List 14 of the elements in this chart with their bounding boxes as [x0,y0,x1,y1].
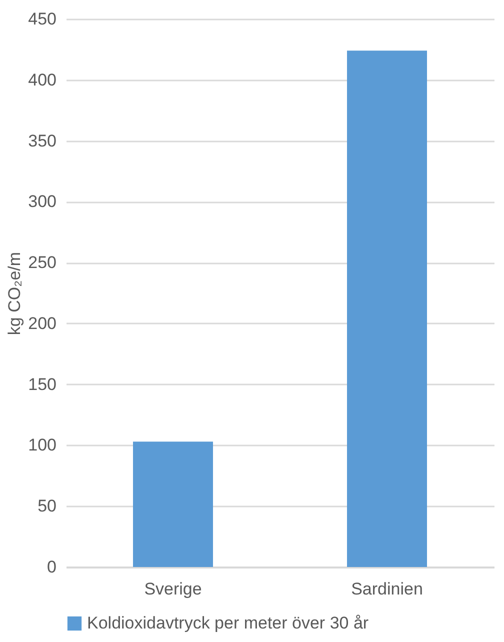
y-tick-label: 450 [28,10,56,28]
y-tick-label: 250 [28,253,56,272]
y-tick-label: 100 [28,436,56,455]
y-tick-label: 0 [47,558,56,576]
y-tick-label: 300 [28,192,56,212]
legend-label: Koldioxidavtryck per meter över 30 år [87,614,369,632]
x-tick-label: Sardinien [351,580,423,598]
y-tick-label: 200 [28,314,56,333]
y-tick-label: 150 [28,374,56,394]
y-axis-title: kg CO₂e/m [5,252,24,336]
y-tick-label: 350 [28,131,56,150]
x-tick-label: Sverige [144,580,202,598]
y-tick-label: 400 [28,70,56,90]
y-tick-label: 50 [38,496,56,516]
